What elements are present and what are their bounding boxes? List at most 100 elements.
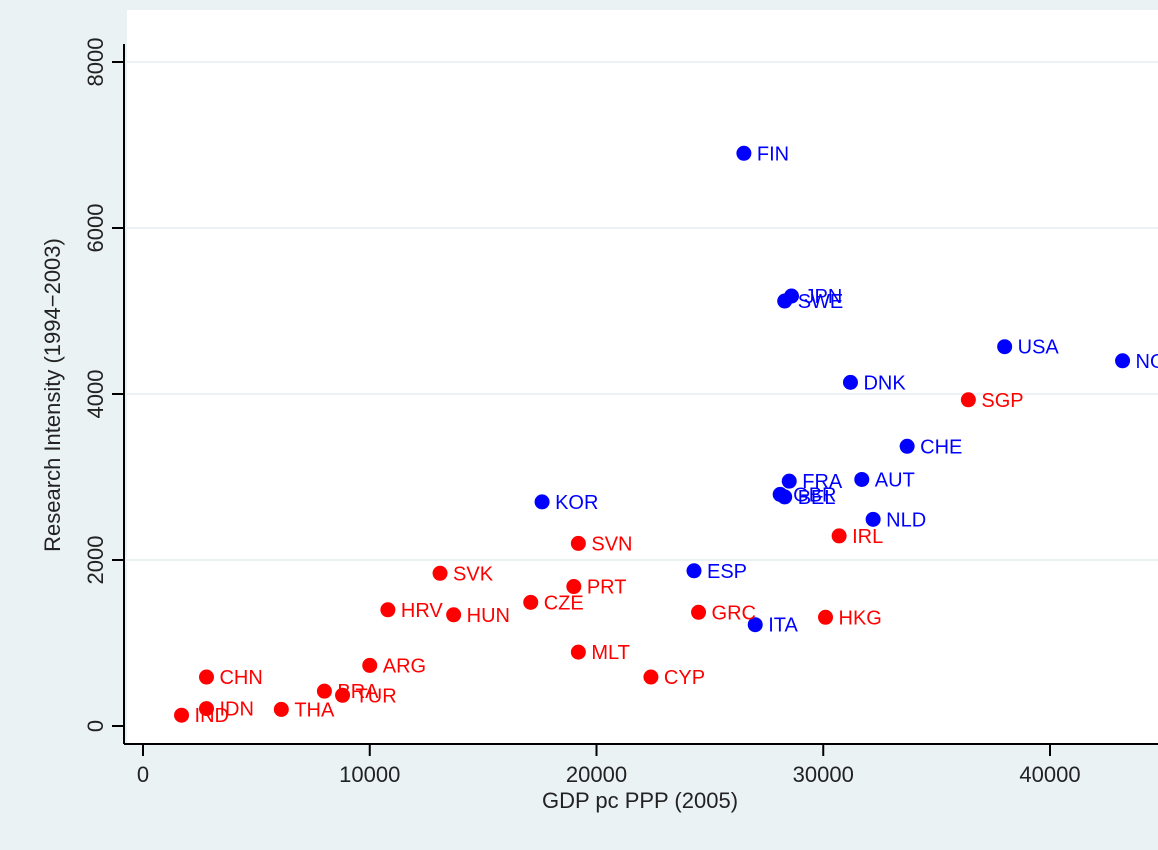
point-label: CHE [920,436,962,458]
data-point: SWE [777,291,843,313]
data-point: BEL [777,487,836,509]
data-point: HRV [380,600,443,622]
x-tick-label: 20000 [566,762,627,787]
data-point: ESP [686,561,747,583]
point-marker [997,339,1013,355]
y-tick-label: 6000 [83,204,108,253]
point-label: DNK [863,372,906,394]
point-label: KOR [555,492,598,514]
point-label: NLD [886,509,926,531]
point-label: ITA [768,615,798,637]
point-marker [174,707,190,723]
point-marker [899,438,915,454]
point-marker [736,145,752,161]
point-marker [686,563,702,579]
point-marker [777,489,793,505]
point-marker [777,293,793,309]
point-marker [1115,353,1131,369]
y-tick-label: 2000 [83,536,108,585]
data-point: SVK [432,563,494,585]
data-point: NLD [865,509,926,531]
data-point: THA [273,699,335,721]
data-point: HKG [818,607,882,629]
point-marker [432,565,448,581]
data-point: CZE [523,592,584,614]
x-tick-label: 30000 [793,762,854,787]
point-label: JPN [805,286,843,308]
point-marker [316,683,332,699]
point-marker [781,473,797,489]
point-label: FRA [802,471,843,493]
point-label: CYP [664,667,705,689]
point-label: CHN [219,667,262,689]
data-point: SVN [570,533,632,555]
point-label: TUR [356,685,397,707]
x-axis-ticks: 0 10000 20000 30000 40000 [137,744,1081,787]
point-marker [523,594,539,610]
gridlines [127,61,1158,561]
point-marker [273,701,289,717]
data-point: ITA [747,615,799,637]
point-label: PRT [587,577,627,599]
point-marker [534,494,550,510]
point-label: IND [195,705,229,727]
data-point: MLT [570,642,630,664]
point-marker [570,644,586,660]
point-label: GBR [793,484,836,506]
plot-area [127,10,1158,744]
point-label: SWE [798,291,844,313]
point-marker [570,535,586,551]
point-label: BEL [798,487,836,509]
x-axis-title: GDP pc PPP (2005) [542,788,738,813]
point-label: SGP [981,390,1023,412]
point-label: FIN [757,143,789,165]
data-point: KOR [534,492,598,514]
point-label: HUN [467,605,510,627]
data-point: CHE [899,436,962,458]
data-point: DNK [842,372,906,394]
data-point: IND [174,705,229,727]
data-point: CHN [198,667,263,689]
point-marker [747,617,763,633]
point-marker [446,607,462,623]
data-point: IRL [831,526,883,548]
point-label: ESP [707,561,747,583]
data-point: USA [997,337,1059,359]
point-label: ARG [383,655,426,677]
x-tick-label: 0 [137,762,149,787]
point-marker [854,471,870,487]
point-label: THA [294,699,335,721]
point-label: AUT [875,469,915,491]
data-point: IDN [198,699,254,721]
point-marker [380,602,396,618]
data-point: ARG [362,655,426,677]
x-tick-label: 10000 [339,762,400,787]
y-tick-label: 4000 [83,370,108,419]
data-point: NOR [1115,351,1158,373]
data-point: HUN [446,605,510,627]
data-point: FRA [781,471,843,493]
data-point: AUT [854,469,915,491]
y-tick-label: 0 [83,720,108,732]
point-marker [198,701,214,717]
point-label: GRC [712,602,756,624]
point-marker [831,528,847,544]
point-label: IDN [219,699,253,721]
point-marker [960,392,976,408]
data-point: TUR [335,685,397,707]
y-tick-label: 8000 [83,38,108,87]
point-marker [865,511,881,527]
point-marker [566,579,582,595]
point-label: HRV [401,600,444,622]
point-label: NOR [1136,351,1158,373]
point-marker [842,374,858,390]
point-marker [362,657,378,673]
point-label: CZE [544,592,584,614]
point-label: MLT [591,642,630,664]
point-marker [691,604,707,620]
point-marker [818,609,834,625]
data-point: GRC [691,602,756,624]
point-label: USA [1018,337,1060,359]
